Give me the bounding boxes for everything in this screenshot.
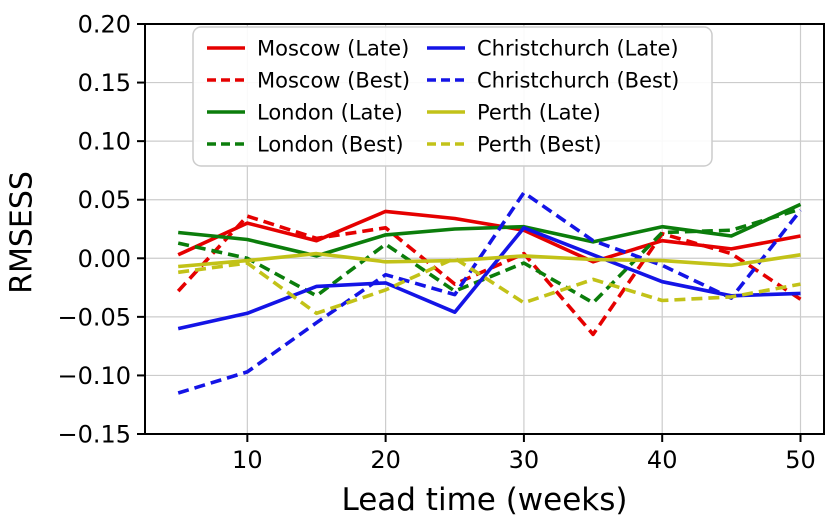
series-christchurch-late-line [177,226,801,331]
x-tick-label: 50 [785,446,816,474]
y-tick-label: −0.15 [57,421,131,449]
legend-label: Perth (Late) [477,101,601,125]
plot-area [144,23,825,435]
legend-item-perth-late: Perth (Late) [427,101,601,125]
series-moscow-late-line [177,209,801,264]
y-axis: 0.20 0.15 0.10 0.05 0.00 −0.05 −0.10 −0.15 [57,11,145,449]
legend-label: Christchurch (Late) [477,37,679,61]
legend: Moscow (Late) Moscow (Best) London (Late) L… [192,26,713,167]
x-axis-label: Lead time (weeks) [341,482,628,518]
legend-item-moscow-best: Moscow (Best) [207,69,410,93]
y-tick-label: 0.05 [78,186,131,214]
series-london-late-line [178,202,802,258]
legend-label: Christchurch (Best) [477,69,679,93]
legend-box [192,26,713,167]
series-perth-late-line [178,251,801,269]
y-tick-label: −0.05 [57,303,131,331]
legend-item-london-best: London (Best) [207,133,404,157]
y-tick-label: 0.00 [78,245,131,273]
series-london-best-line [177,207,802,305]
series-group [176,190,802,395]
legend-label: London (Late) [257,101,403,125]
x-tick-label: 10 [232,446,263,474]
series-perth-best-line [177,256,801,316]
y-tick-label: 0.15 [78,69,131,97]
series-christchurch-best-line [177,190,802,395]
y-tick-label: −0.10 [57,362,131,390]
x-tick-label: 20 [370,446,401,474]
legend-item-christchurch-best: Christchurch (Best) [427,69,679,93]
legend-label: London (Best) [257,133,404,157]
y-tick-label: 0.20 [78,11,131,39]
legend-label: Moscow (Late) [257,37,409,61]
y-tick-label: 0.10 [78,128,131,156]
x-axis: 10 20 30 40 50 [232,434,816,474]
series-moscow-best-line [176,214,802,337]
legend-item-moscow-late: Moscow (Late) [207,37,409,61]
legend-item-london-late: London (Late) [207,101,403,125]
legend-label: Perth (Best) [477,133,602,157]
x-tick-label: 30 [509,446,540,474]
y-axis-label: RMSESS [4,171,40,294]
legend-label: Moscow (Best) [257,69,410,93]
x-tick-label: 40 [647,446,678,474]
legend-item-christchurch-late: Christchurch (Late) [427,37,679,61]
legend-item-perth-best: Perth (Best) [427,133,602,157]
